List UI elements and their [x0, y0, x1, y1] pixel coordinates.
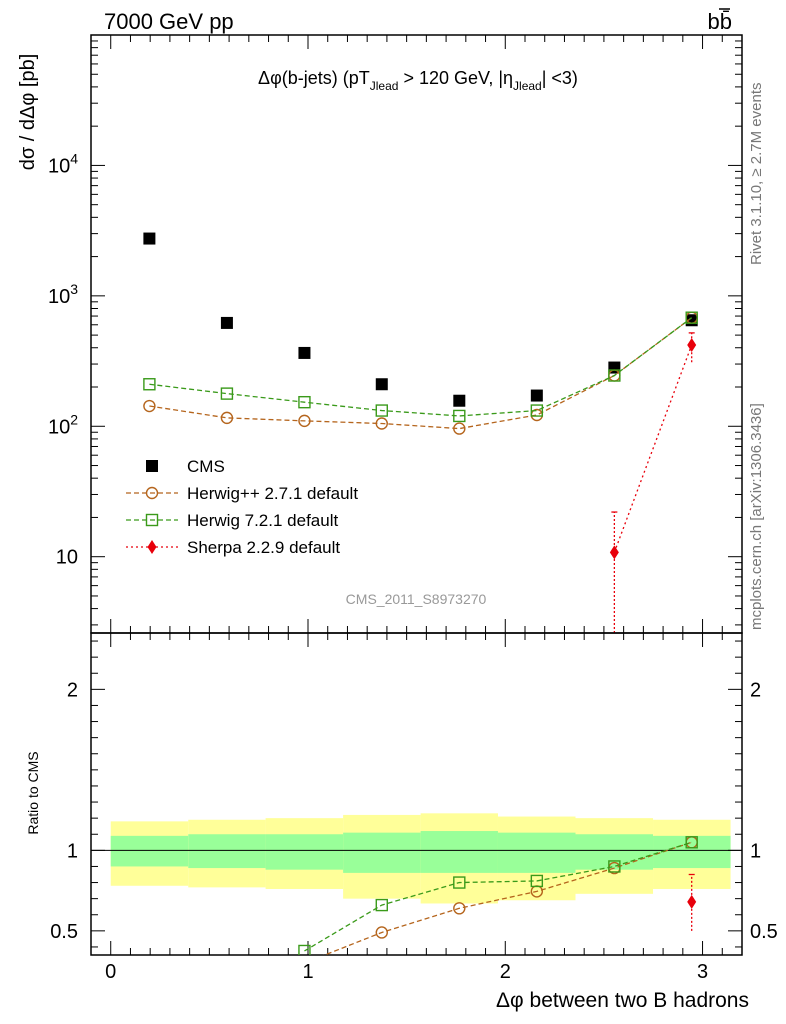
x-axis-label: Δφ between two B hadrons — [496, 989, 749, 1012]
data-point — [298, 346, 311, 359]
x-tick-label: 3 — [697, 961, 708, 983]
ratio-y-tick-label: 2 — [750, 679, 761, 701]
legend-label: Herwig 7.2.1 default — [187, 511, 338, 530]
series-line — [613, 344, 693, 553]
x-tick-label: 0 — [105, 961, 116, 983]
data-point — [687, 337, 697, 352]
x-tick-label: 2 — [500, 961, 511, 983]
ratio-series-1 — [298, 836, 698, 955]
data-point — [220, 411, 234, 425]
data-point — [453, 394, 466, 407]
series-line — [149, 317, 693, 430]
legend-marker — [147, 540, 157, 554]
legend-marker — [146, 460, 158, 472]
ratio-data-point — [530, 874, 544, 888]
y-tick-label: 10 — [56, 547, 78, 569]
ratio-frame — [90, 632, 743, 956]
data-point — [220, 387, 234, 400]
data-point — [375, 378, 388, 391]
energy-label: 7000 GeV pp — [104, 9, 234, 34]
green-band-bin — [653, 835, 731, 869]
ratio-data-point — [298, 944, 311, 955]
ratio-y-tick-label: 2 — [67, 679, 78, 701]
data-point — [530, 404, 544, 417]
data-point — [608, 369, 621, 382]
legend-label: Sherpa 2.2.9 default — [187, 538, 340, 557]
series-2 — [143, 311, 698, 423]
green-band-bin — [497, 832, 576, 873]
mcplots-label: mcplots.cern.ch [arXiv:1306.3436] — [748, 403, 765, 630]
process-label: bb̄ — [708, 9, 732, 34]
data-point — [609, 545, 619, 560]
ratio-data-point — [453, 902, 466, 915]
green-band-bin — [343, 832, 421, 873]
watermark: CMS_2011_S8973270 — [346, 591, 487, 607]
data-point — [143, 399, 156, 413]
legend-marker — [145, 486, 159, 500]
data-point — [220, 316, 233, 329]
green-band-bin — [575, 834, 654, 870]
data-point — [375, 404, 388, 417]
ratio-series-line — [304, 841, 692, 952]
ratio-data-point — [453, 876, 466, 889]
data-point — [298, 414, 311, 428]
ratio-data-point — [685, 836, 698, 849]
data-point — [375, 417, 388, 430]
legend-label: CMS — [187, 457, 225, 476]
data-point — [143, 378, 156, 391]
legend-label: Herwig++ 2.7.1 default — [187, 484, 358, 503]
plot-title: Δφ(b-jets) (pTJlead > 120 GeV, |ηJlead| … — [258, 68, 578, 93]
series-line — [149, 317, 693, 417]
series-3 — [609, 332, 697, 633]
ratio-data-point — [375, 898, 388, 912]
legend-marker — [145, 513, 159, 527]
y-tick-label: 103 — [48, 281, 78, 308]
green-band-bin — [188, 834, 266, 869]
ratio-y-axis-label: Ratio to CMS — [25, 751, 41, 834]
x-tick-label: 1 — [302, 961, 313, 983]
ratio-series-2 — [687, 873, 697, 931]
rivet-label: Rivet 3.1.10, ≥ 2.7M events — [748, 83, 765, 266]
main-plot: 10 102 103 104 CMS Herwig++ 2.7.1 default Herw… — [48, 34, 743, 634]
y-tick-label: 102 — [48, 411, 78, 438]
green-band-bin — [265, 834, 344, 870]
data-point — [685, 311, 698, 324]
ratio-y-tick-label: 0.5 — [50, 921, 78, 943]
ratio-plot: 0 1 2 3 0.5 0.5 1 1 2 2 — [50, 632, 778, 983]
ratio-series-line — [323, 841, 692, 955]
data-point — [298, 395, 311, 409]
data-point — [453, 422, 466, 435]
ratio-y-tick-label: 0.5 — [750, 921, 778, 943]
data-point — [453, 409, 466, 423]
ratio-data-point — [687, 894, 697, 909]
y-axis-label: dσ / dΔφ [pb] — [17, 54, 39, 171]
ratio-data-point — [375, 926, 388, 939]
data-point — [530, 389, 543, 402]
green-band-bin — [110, 835, 189, 867]
ratio-y-tick-label: 1 — [67, 840, 78, 862]
y-tick-label: 104 — [48, 150, 78, 177]
ratio-data-point — [608, 860, 621, 873]
legend: CMS Herwig++ 2.7.1 default Herwig 7.2.1 de… — [126, 457, 358, 557]
green-band-bin — [420, 831, 498, 873]
data-point — [143, 232, 156, 245]
ratio-y-tick-label: 1 — [750, 840, 761, 862]
